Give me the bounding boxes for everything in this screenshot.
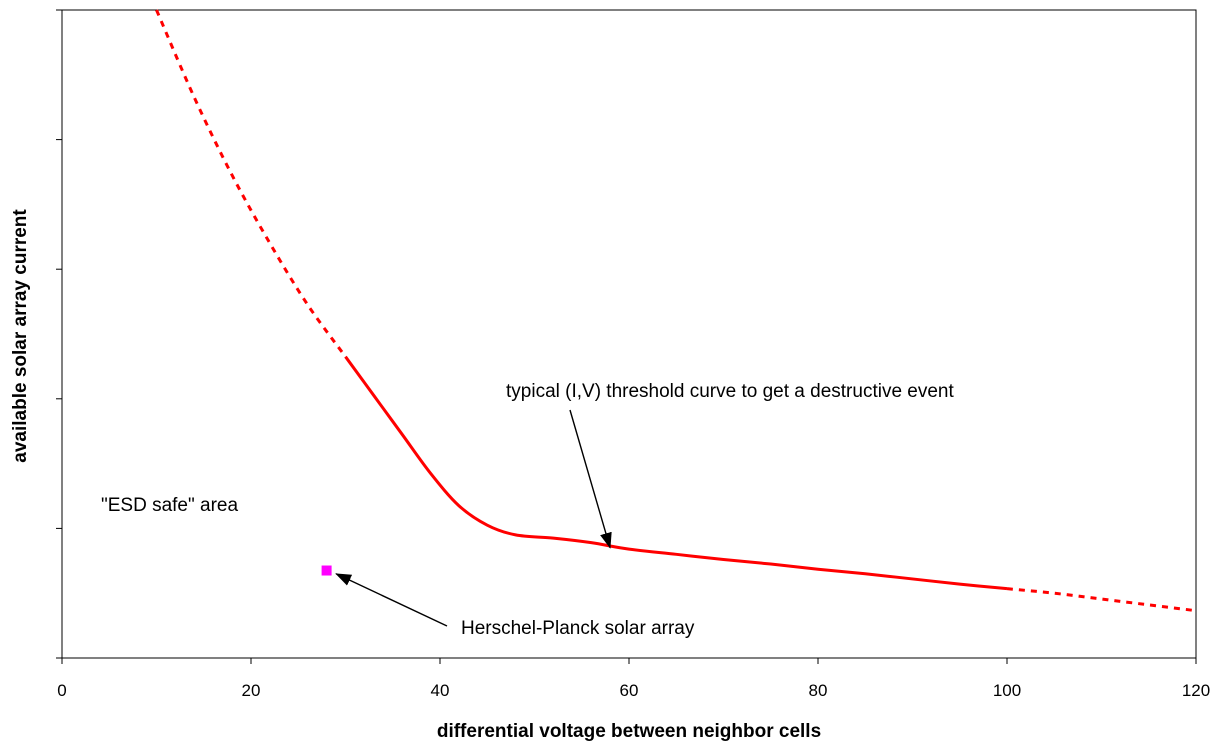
annotation-esd-safe-area: "ESD safe" area [101, 495, 238, 516]
x-axis-ticks: 0 20 40 60 80 100 120 [57, 658, 1210, 700]
x-tick-label: 100 [993, 681, 1021, 700]
x-axis-title: differential voltage between neighbor ce… [437, 721, 821, 742]
annotation-threshold-arrow [569, 409, 612, 549]
annotation-herschel-planck-label: Herschel-Planck solar array [461, 618, 695, 639]
x-tick-label: 40 [431, 681, 450, 700]
annotation-herschel-planck-arrow [335, 573, 448, 627]
herschel-planck-marker [321, 565, 332, 576]
plot-area [61, 9, 1197, 659]
x-tick-label: 80 [809, 681, 828, 700]
series-line-dotted-2 [1006, 587, 1197, 613]
x-tick-label: 0 [57, 681, 66, 700]
y-axis-title: available solar array current [10, 209, 31, 463]
annotation-threshold-curve: typical (I,V) threshold curve to get a d… [506, 381, 954, 549]
x-tick-label: 120 [1182, 681, 1210, 700]
x-tick-label: 20 [242, 681, 261, 700]
x-tick-label: 60 [620, 681, 639, 700]
y-axis-ticks [56, 9, 62, 659]
annotation-threshold-label: typical (I,V) threshold curve to get a d… [506, 381, 954, 402]
point-markers [321, 565, 332, 576]
annotation-herschel-planck: Herschel-Planck solar array [335, 573, 695, 639]
